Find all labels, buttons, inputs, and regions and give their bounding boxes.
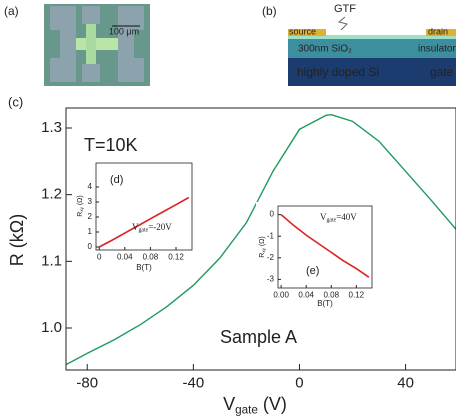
x-tick-label: 0.04 — [117, 252, 133, 261]
x-tick-label: 0 — [295, 374, 303, 391]
y-tick-label: 1.1 — [41, 252, 62, 269]
y-axis-label: Rxy (Ω) — [259, 236, 266, 257]
y-tick-label: -1 — [267, 231, 275, 240]
x-axis-label: B(T) — [136, 263, 152, 272]
x-axis-label-base: B(T) — [317, 299, 333, 308]
panel-label: (b) — [262, 4, 277, 18]
annotation-suffix: =40V — [336, 212, 357, 222]
y-tick-label: 0 — [270, 210, 275, 219]
panel-label: (e) — [306, 265, 319, 277]
drain-label: drain — [428, 26, 448, 36]
y-tick-label: 3 — [88, 197, 93, 206]
substrate-label: highly doped Si — [297, 65, 379, 79]
insulator-label: insulator — [418, 44, 456, 55]
y-tick-label: 1 — [88, 227, 93, 236]
annotation: T=10K — [84, 135, 138, 155]
source-label: source — [289, 26, 316, 36]
data-line — [65, 113, 456, 366]
y-tick-label: 1.0 — [41, 319, 62, 336]
x-axis-label-base: V — [223, 394, 235, 414]
y-tick-label: -2 — [267, 253, 275, 262]
annotation: Vgate=-20V — [132, 222, 172, 234]
panel-label: (d) — [110, 174, 123, 186]
y-tick-label: -3 — [267, 274, 275, 283]
plot-frame — [95, 162, 193, 251]
y-axis-label: Rxy (Ω) — [77, 195, 84, 216]
x-axis-label: Vgate (V) — [223, 394, 287, 417]
x-tick-label: 0.04 — [298, 290, 314, 299]
annotation: Sample A — [220, 327, 297, 347]
scale-bar-label: 100 μm — [109, 26, 139, 36]
y-tick-label: 0 — [88, 242, 93, 251]
x-tick-label: 40 — [397, 374, 414, 391]
film-label: GTF — [334, 3, 356, 15]
x-tick-label: -80 — [76, 374, 98, 391]
annotation-suffix: =-20V — [148, 222, 172, 232]
x-tick-label: 0.12 — [349, 290, 365, 299]
x-axis-label: B(T) — [317, 299, 333, 308]
x-tick-label: 0 — [97, 252, 102, 261]
x-axis-label-base: B(T) — [136, 263, 152, 272]
y-axis-label: R (kΩ) — [7, 214, 27, 266]
x-tick-label: 0.08 — [143, 252, 159, 261]
annotation: Vgate=40V — [320, 212, 357, 224]
y-axis-label-suffix: (Ω) — [259, 236, 266, 248]
y-axis-label-base: R — [77, 212, 84, 217]
x-tick-label: 0.00 — [273, 290, 289, 299]
y-axis-label-sub: xy — [261, 247, 266, 252]
oxide-label: 300nm SiO₂ — [298, 44, 352, 55]
x-axis-label-sub: gate — [235, 403, 258, 416]
y-axis-label-base: R — [259, 253, 266, 258]
panel-label: (a) — [4, 4, 19, 18]
annotation-sub: gate — [327, 218, 337, 224]
y-tick-label: 1.2 — [41, 186, 62, 203]
y-axis-label-suffix: (Ω) — [77, 195, 84, 207]
annotation-sub: gate — [139, 228, 149, 234]
micrograph — [44, 4, 150, 86]
data-line — [280, 214, 370, 278]
y-axis-label-suffix: (kΩ) — [7, 214, 27, 253]
panel-label: (c) — [8, 94, 23, 109]
y-axis-label-base: R — [7, 253, 27, 266]
y-axis-label-sub: xy — [79, 206, 84, 211]
x-tick-label: 0.08 — [323, 290, 339, 299]
data-line — [98, 196, 190, 248]
annotation-base: V — [132, 222, 139, 232]
gate-label: gate — [430, 65, 454, 79]
annotation-base: V — [320, 212, 327, 222]
x-tick-label: 0.12 — [168, 252, 184, 261]
plot-frame — [65, 107, 456, 371]
y-tick-label: 2 — [88, 212, 93, 221]
y-tick-label: 4 — [88, 182, 93, 191]
x-tick-label: -40 — [183, 374, 205, 391]
inset-background — [74, 159, 198, 272]
x-axis-label-suffix: (V) — [258, 394, 287, 414]
y-tick-label: 1.3 — [41, 119, 62, 136]
plot-frame — [277, 205, 373, 289]
inset-background — [256, 202, 378, 310]
device-diagram — [288, 16, 456, 86]
